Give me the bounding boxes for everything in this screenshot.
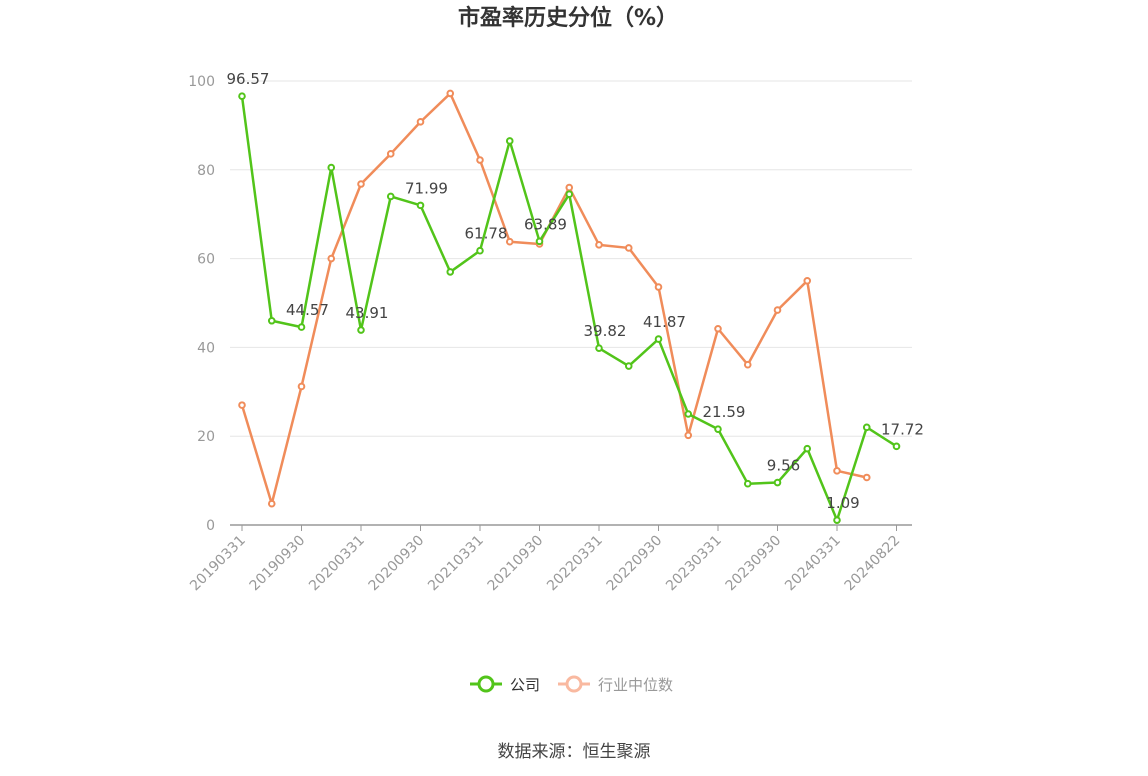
company-data-label: 71.99 <box>405 179 448 197</box>
company-point <box>238 92 246 101</box>
industry-point <box>505 237 514 246</box>
y-tick-label: 60 <box>197 252 215 268</box>
industry-point <box>833 467 841 475</box>
y-tick-label: 80 <box>197 163 215 179</box>
company-point <box>416 201 425 210</box>
x-tick-label: 20220331 <box>544 533 606 595</box>
industry-point <box>743 360 752 369</box>
company-point <box>535 237 544 246</box>
company-data-label: 96.57 <box>227 70 270 88</box>
x-tick-label: 20230331 <box>663 533 725 595</box>
company-point <box>297 323 306 331</box>
industry-point <box>357 180 365 188</box>
x-tick-label: 20240331 <box>782 533 844 595</box>
x-tick-label: 20190930 <box>247 533 309 595</box>
legend-company-marker <box>477 675 495 693</box>
company-point <box>327 163 336 172</box>
company-data-label: 39.82 <box>584 322 627 340</box>
industry-point <box>862 473 871 482</box>
company-data-label: 1.09 <box>826 494 859 512</box>
company-point <box>476 246 484 255</box>
industry-point <box>446 89 455 98</box>
company-point <box>862 423 871 432</box>
x-tick-label: 20190331 <box>187 533 249 595</box>
legend-industry-marker <box>565 675 583 693</box>
x-tick-label: 20210930 <box>485 533 547 595</box>
industry-point <box>803 277 812 285</box>
industry-point <box>624 244 633 252</box>
data-source: 数据来源：恒生聚源 <box>498 742 651 762</box>
industry-point <box>595 241 603 249</box>
company-point <box>803 444 812 453</box>
x-axis: 2019033120190930202003312020093020210331… <box>187 524 912 595</box>
grid-lines <box>230 80 912 437</box>
industry-line <box>240 92 868 505</box>
company-point <box>446 268 455 276</box>
legend-item-industry[interactable]: 行业中位数 <box>558 675 673 694</box>
company-point <box>595 344 603 352</box>
industry-point <box>714 324 722 333</box>
legend[interactable]: 公司 行业中位数 <box>470 675 673 694</box>
industry-point <box>476 156 484 164</box>
y-tick-label: 40 <box>197 340 215 356</box>
company-data-label: 41.87 <box>643 313 686 331</box>
industry-point <box>773 306 782 314</box>
y-tick-label: 100 <box>188 74 215 90</box>
company-point <box>773 478 782 487</box>
industry-point <box>238 401 246 409</box>
company-point <box>892 442 901 451</box>
legend-company-label: 公司 <box>510 676 540 694</box>
company-point <box>624 362 633 370</box>
industry-point <box>416 118 425 126</box>
x-tick-label: 20210331 <box>425 533 487 595</box>
x-tick-label: 20200331 <box>306 533 368 595</box>
company-point <box>357 326 365 334</box>
company-point <box>654 335 663 343</box>
y-tick-label: 20 <box>197 429 215 445</box>
company-point <box>565 190 574 199</box>
industry-point <box>327 254 336 263</box>
company-point <box>743 479 752 488</box>
company-point <box>505 137 514 145</box>
company-data-label: 9.56 <box>767 457 800 475</box>
x-tick-label: 20230930 <box>723 533 785 595</box>
x-tick-label: 20220930 <box>604 533 666 595</box>
industry-point <box>297 382 306 391</box>
company-point <box>714 425 722 433</box>
industry-point <box>386 150 395 158</box>
data-labels: 96.57 44.57 43.91 71.99 61.78 63.89 39.82 41.87… <box>227 70 924 512</box>
company-data-label: 61.78 <box>465 225 508 243</box>
y-axis-ticks: 0 20 40 60 80 100 <box>188 74 215 534</box>
company-point <box>684 410 693 418</box>
industry-point <box>684 431 693 440</box>
company-point <box>833 516 841 524</box>
company-data-label: 43.91 <box>346 304 389 322</box>
chart-title: 市盈率历史分位（%） <box>458 5 678 31</box>
company-data-label: 63.89 <box>524 215 567 233</box>
company-data-label: 21.59 <box>703 403 746 421</box>
company-data-label: 17.72 <box>881 420 924 438</box>
industry-point <box>654 283 663 291</box>
company-point <box>386 192 395 201</box>
series-layer <box>238 89 901 524</box>
y-tick-label: 0 <box>206 518 215 534</box>
company-point <box>267 316 276 325</box>
x-tick-label: 20240822 <box>842 533 904 595</box>
industry-point <box>267 499 276 508</box>
legend-industry-label: 行业中位数 <box>598 676 673 694</box>
x-tick-label: 20200930 <box>366 533 428 595</box>
industry-point <box>565 183 574 192</box>
legend-item-company[interactable]: 公司 <box>470 675 540 694</box>
company-data-label: 44.57 <box>286 301 329 319</box>
